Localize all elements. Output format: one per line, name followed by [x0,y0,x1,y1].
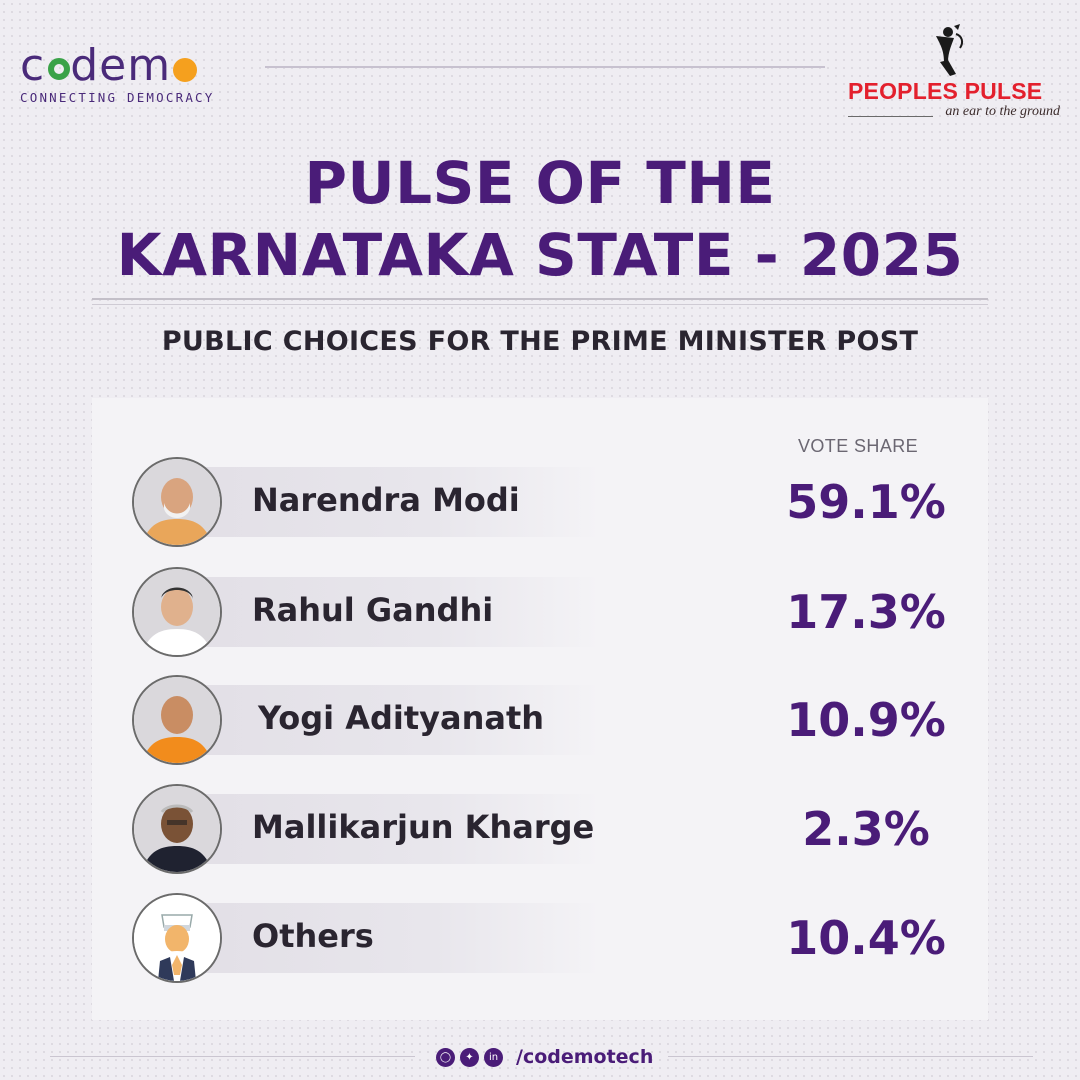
candidate-avatar [132,567,222,657]
linkedin-icon[interactable]: in [484,1047,503,1067]
candidate-avatar [132,457,222,547]
candidate-avatar [132,675,222,765]
candidate-row [180,685,600,755]
instagram-icon[interactable]: ◯ [436,1047,455,1067]
codemo-wordmark: c d em [20,44,260,88]
vote-share-value: 17.3% [786,585,946,639]
candidate-name: Others [252,917,374,955]
candidate-name: Yogi Adityanath [258,699,545,737]
generic-person-icon [134,895,220,981]
header-divider [265,66,825,68]
social-handle[interactable]: /codemotech [516,1046,654,1068]
candidate-row [180,903,600,973]
partner-underline [848,116,933,117]
vote-share-value: 10.4% [786,911,946,965]
vote-share-value: 59.1% [786,475,946,529]
page-title-line2: KARNATAKA STATE - 2025 [116,221,964,289]
candidate-avatar [132,893,222,983]
twitter-icon[interactable]: ✦ [460,1047,479,1067]
partner-tagline: an ear to the ground [945,104,1060,119]
vote-share-column-label: VOTE SHARE [798,436,919,456]
vote-share-value: 2.3% [802,802,930,856]
title-divider [92,298,988,300]
candidate-avatar [132,784,222,874]
footer-divider-left [50,1056,415,1057]
kharge-photo-icon [134,786,220,872]
brand-letters-em: em [99,40,172,91]
social-links: ◯ ✦ in /codemotech [436,1046,653,1068]
peoples-pulse-logo: PEOPLES PULSE an ear to the ground [840,22,1070,122]
page-subtitle: PUBLIC CHOICES FOR THE PRIME MINISTER PO… [161,326,919,357]
candidate-name: Mallikarjun Kharge [252,808,595,846]
brand-o-orange-icon [173,58,198,82]
partner-name: PEOPLES PULSE [848,78,1043,104]
candidate-row [180,794,600,864]
candidate-row [180,467,600,537]
candidate-name: Rahul Gandhi [252,591,494,629]
rahul-photo-icon [134,569,220,655]
brand-letter-c: c [20,40,46,91]
brand-letters-d: d [70,40,100,91]
codemo-logo: c d em CONNECTING DEMOCRACY [20,44,260,106]
title-divider-thin [92,304,988,305]
candidate-name: Narendra Modi [252,481,520,519]
modi-photo-icon [134,459,220,545]
vote-share-value: 10.9% [786,693,946,747]
yogi-photo-icon [134,677,220,763]
brand-tagline: CONNECTING DEMOCRACY [20,90,215,105]
pulse-figure-icon [936,24,964,76]
candidate-row [180,577,600,647]
page-title-line1: PULSE OF THE [304,149,776,217]
brand-o-green-icon [48,58,71,80]
footer-divider-right [668,1056,1033,1057]
